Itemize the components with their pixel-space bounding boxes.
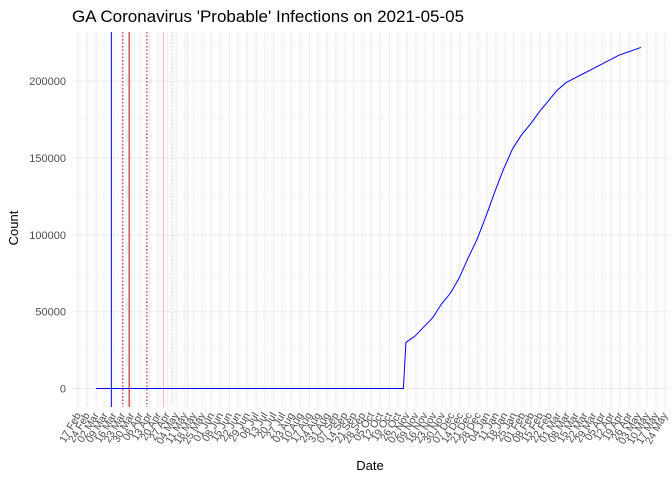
y-tick-label: 150000 — [29, 153, 66, 165]
y-tick-label: 200000 — [29, 76, 66, 88]
y-tick-label: 100000 — [29, 230, 66, 242]
chart-title: GA Coronavirus 'Probable' Infections on … — [72, 7, 464, 26]
grid — [71, 32, 670, 407]
y-tick-label: 0 — [60, 384, 66, 396]
x-axis-title: Date — [356, 458, 383, 473]
y-axis-title: Count — [6, 210, 21, 245]
series-line-1 — [96, 46, 641, 390]
reference-lines — [110, 32, 189, 407]
series-group — [96, 46, 641, 390]
y-axis-ticks: 0 50000 100000 150000 200000 — [29, 76, 66, 395]
y-tick-label: 50000 — [35, 307, 66, 319]
